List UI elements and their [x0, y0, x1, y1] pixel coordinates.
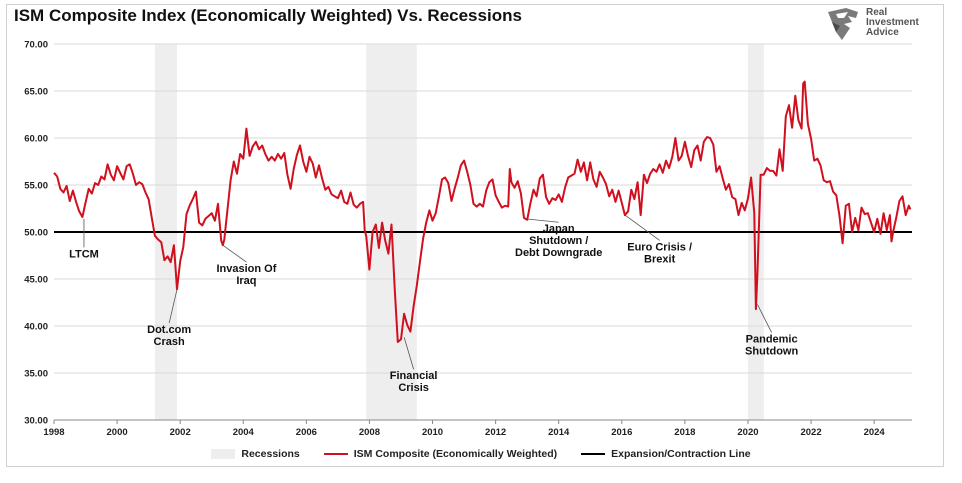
- annotation-invasion-of-iraq: Invasion Of Iraq: [216, 263, 276, 287]
- y-tick-label-45.00: 45.00: [24, 275, 48, 286]
- y-tick-label-30.00: 30.00: [24, 416, 48, 427]
- legend-item-expansion-contraction: Expansion/Contraction Line: [581, 448, 751, 460]
- legend-label-expansion-contraction: Expansion/Contraction Line: [611, 448, 751, 460]
- series-line-ism-composite: [53, 80, 912, 343]
- logo-line-2: Investment: [866, 17, 919, 28]
- legend-item-ism-composite: ISM Composite (Economically Weighted): [323, 448, 558, 460]
- y-tick-label-70.00: 70.00: [24, 40, 48, 51]
- annotation-leader-dot-com-crash: [168, 289, 178, 324]
- annotation-line: Iraq: [236, 275, 256, 287]
- logo-line-3: Advice: [866, 27, 899, 38]
- legend-swatch-ism-composite: [323, 453, 348, 455]
- y-tick-label-65.00: 65.00: [24, 87, 48, 98]
- legend-item-recessions: Recessions: [211, 448, 300, 460]
- x-tick-label-2022: 2022: [800, 427, 821, 438]
- x-tick-label-2016: 2016: [611, 427, 632, 438]
- x-tick-label-2000: 2000: [107, 427, 128, 438]
- y-tick-label-50.00: 50.00: [24, 228, 48, 239]
- x-tick-label-2014: 2014: [548, 427, 570, 438]
- annotation-financial-crisis: Financial Crisis: [390, 370, 438, 394]
- annotation-leader-euro-crisis-brexit: [624, 214, 660, 241]
- annotation-line: Japan: [543, 223, 575, 235]
- annotation-leader-financial-crisis: [403, 337, 414, 370]
- x-tick-label-1998: 1998: [43, 427, 64, 438]
- legend-label-ism-composite: ISM Composite (Economically Weighted): [353, 448, 558, 460]
- x-tick-label-2012: 2012: [485, 427, 506, 438]
- legend-swatch-recessions: [211, 449, 236, 459]
- annotation-line: Shutdown: [745, 346, 798, 358]
- y-tick-label-60.00: 60.00: [24, 134, 48, 145]
- legend: Recessions ISM Composite (Economically W…: [0, 446, 962, 462]
- legend-swatch-expansion-contraction: [581, 453, 606, 455]
- x-tick-label-2010: 2010: [422, 427, 443, 438]
- annotation-line: Crash: [154, 336, 185, 348]
- y-tick-label-55.00: 55.00: [24, 181, 48, 192]
- annotation-line: Shutdown /: [529, 235, 588, 247]
- annotation-line: Financial: [390, 370, 438, 382]
- x-tick-label-2018: 2018: [674, 427, 695, 438]
- annotation-line: Debt Downgrade: [515, 247, 602, 259]
- annotation-line: Invasion Of: [216, 263, 276, 275]
- brand-logo: Real Investment Advice: [826, 6, 938, 42]
- annotation-dot-com-crash: Dot.com Crash: [147, 324, 191, 348]
- chart-frame: [6, 4, 944, 467]
- x-tick-label-2006: 2006: [296, 427, 317, 438]
- y-tick-label-40.00: 40.00: [24, 322, 48, 333]
- x-tick-label-2024: 2024: [864, 427, 886, 438]
- x-tick-label-2002: 2002: [170, 427, 191, 438]
- annotation-line: Brexit: [644, 253, 676, 265]
- annotation-line: Euro Crisis /: [627, 241, 692, 253]
- series-group: [53, 80, 912, 343]
- x-tick-label-2008: 2008: [359, 427, 380, 438]
- axes: 30.00 35.00 40.00 45.00 50.00 55.00 60.00 65.00…: [24, 40, 912, 438]
- annotation-line: Crisis: [398, 382, 429, 394]
- annotation-leader-japan-shutdown-debt-downgrade: [525, 218, 559, 223]
- annotation-line: Pandemic: [746, 334, 798, 346]
- annotation-euro-crisis-brexit: Euro Crisis / Brexit: [627, 241, 692, 265]
- annotation-pandemic-shutdown: Pandemic Shutdown: [745, 334, 798, 358]
- annotation-japan-shutdown-debt-downgrade: Japan Shutdown / Debt Downgrade: [515, 223, 602, 259]
- y-tick-label-35.00: 35.00: [24, 369, 48, 380]
- x-tick-label-2020: 2020: [737, 427, 758, 438]
- annotations: LTCM Dot.com Crash Invasion Of Iraq Financial…: [69, 214, 798, 394]
- annotation-line: LTCM: [69, 248, 99, 260]
- eagle-head-icon: [828, 8, 858, 40]
- x-tick-label-2004: 2004: [233, 427, 255, 438]
- logo-line-1: Real: [866, 7, 888, 18]
- annotation-leader-invasion-of-iraq: [222, 244, 247, 263]
- annotation-leader-pandemic-shutdown: [757, 304, 772, 333]
- brand-logo-text: Real Investment Advice: [866, 8, 919, 38]
- chart-plot: 30.00 35.00 40.00 45.00 50.00 55.00 60.00 65.00…: [24, 40, 912, 438]
- annotation-ltcm: LTCM: [69, 248, 99, 260]
- legend-label-recessions: Recessions: [241, 448, 300, 460]
- chart-title: ISM Composite Index (Economically Weight…: [14, 6, 522, 25]
- annotation-line: Dot.com: [147, 324, 191, 336]
